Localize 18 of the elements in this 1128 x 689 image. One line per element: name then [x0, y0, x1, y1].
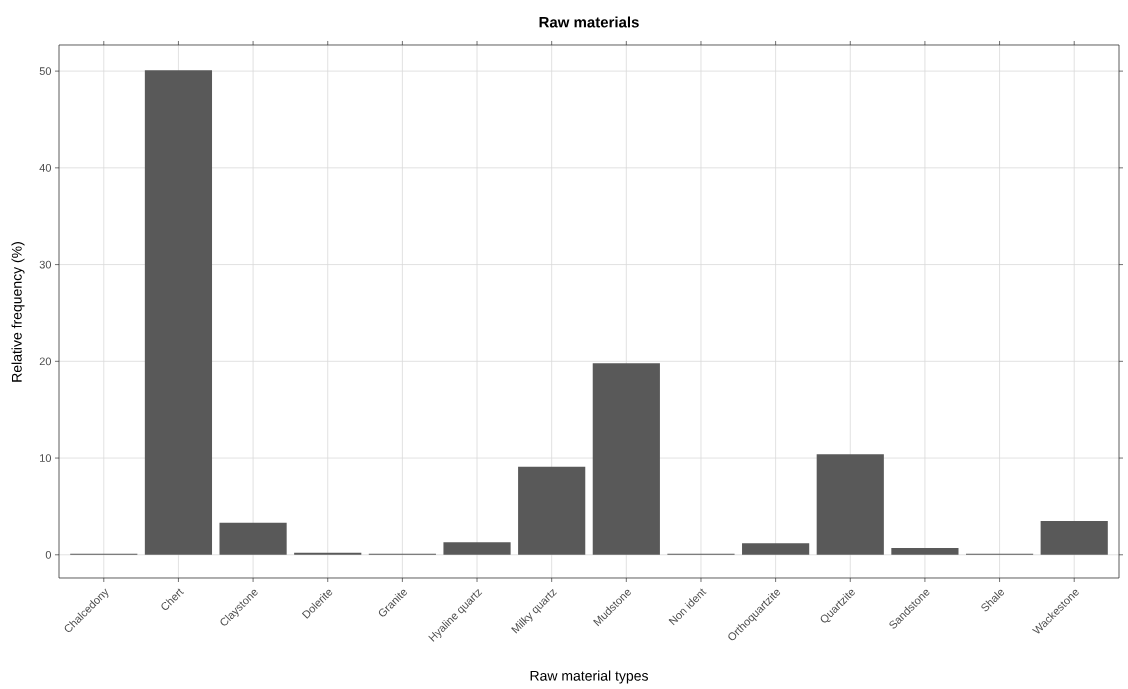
y-axis-title: Relative frequency (%)	[11, 242, 25, 382]
x-axis-title: Raw material types	[530, 670, 648, 684]
bar	[891, 548, 959, 555]
bar	[742, 543, 810, 555]
y-tick-label: 10	[40, 454, 52, 462]
y-tick-label: 20	[39, 357, 52, 366]
bar	[816, 454, 884, 555]
bar	[518, 466, 586, 555]
y-tick-label: 0	[45, 550, 52, 559]
bar	[443, 542, 511, 555]
bar	[144, 70, 213, 555]
bar	[1040, 520, 1108, 555]
bar	[592, 363, 660, 555]
chart-title: Raw materials	[539, 16, 639, 28]
y-tick-label: 50	[39, 67, 52, 76]
y-tick-label: 30	[39, 260, 52, 269]
bar	[219, 522, 287, 555]
y-tick-label: 40	[39, 163, 52, 172]
